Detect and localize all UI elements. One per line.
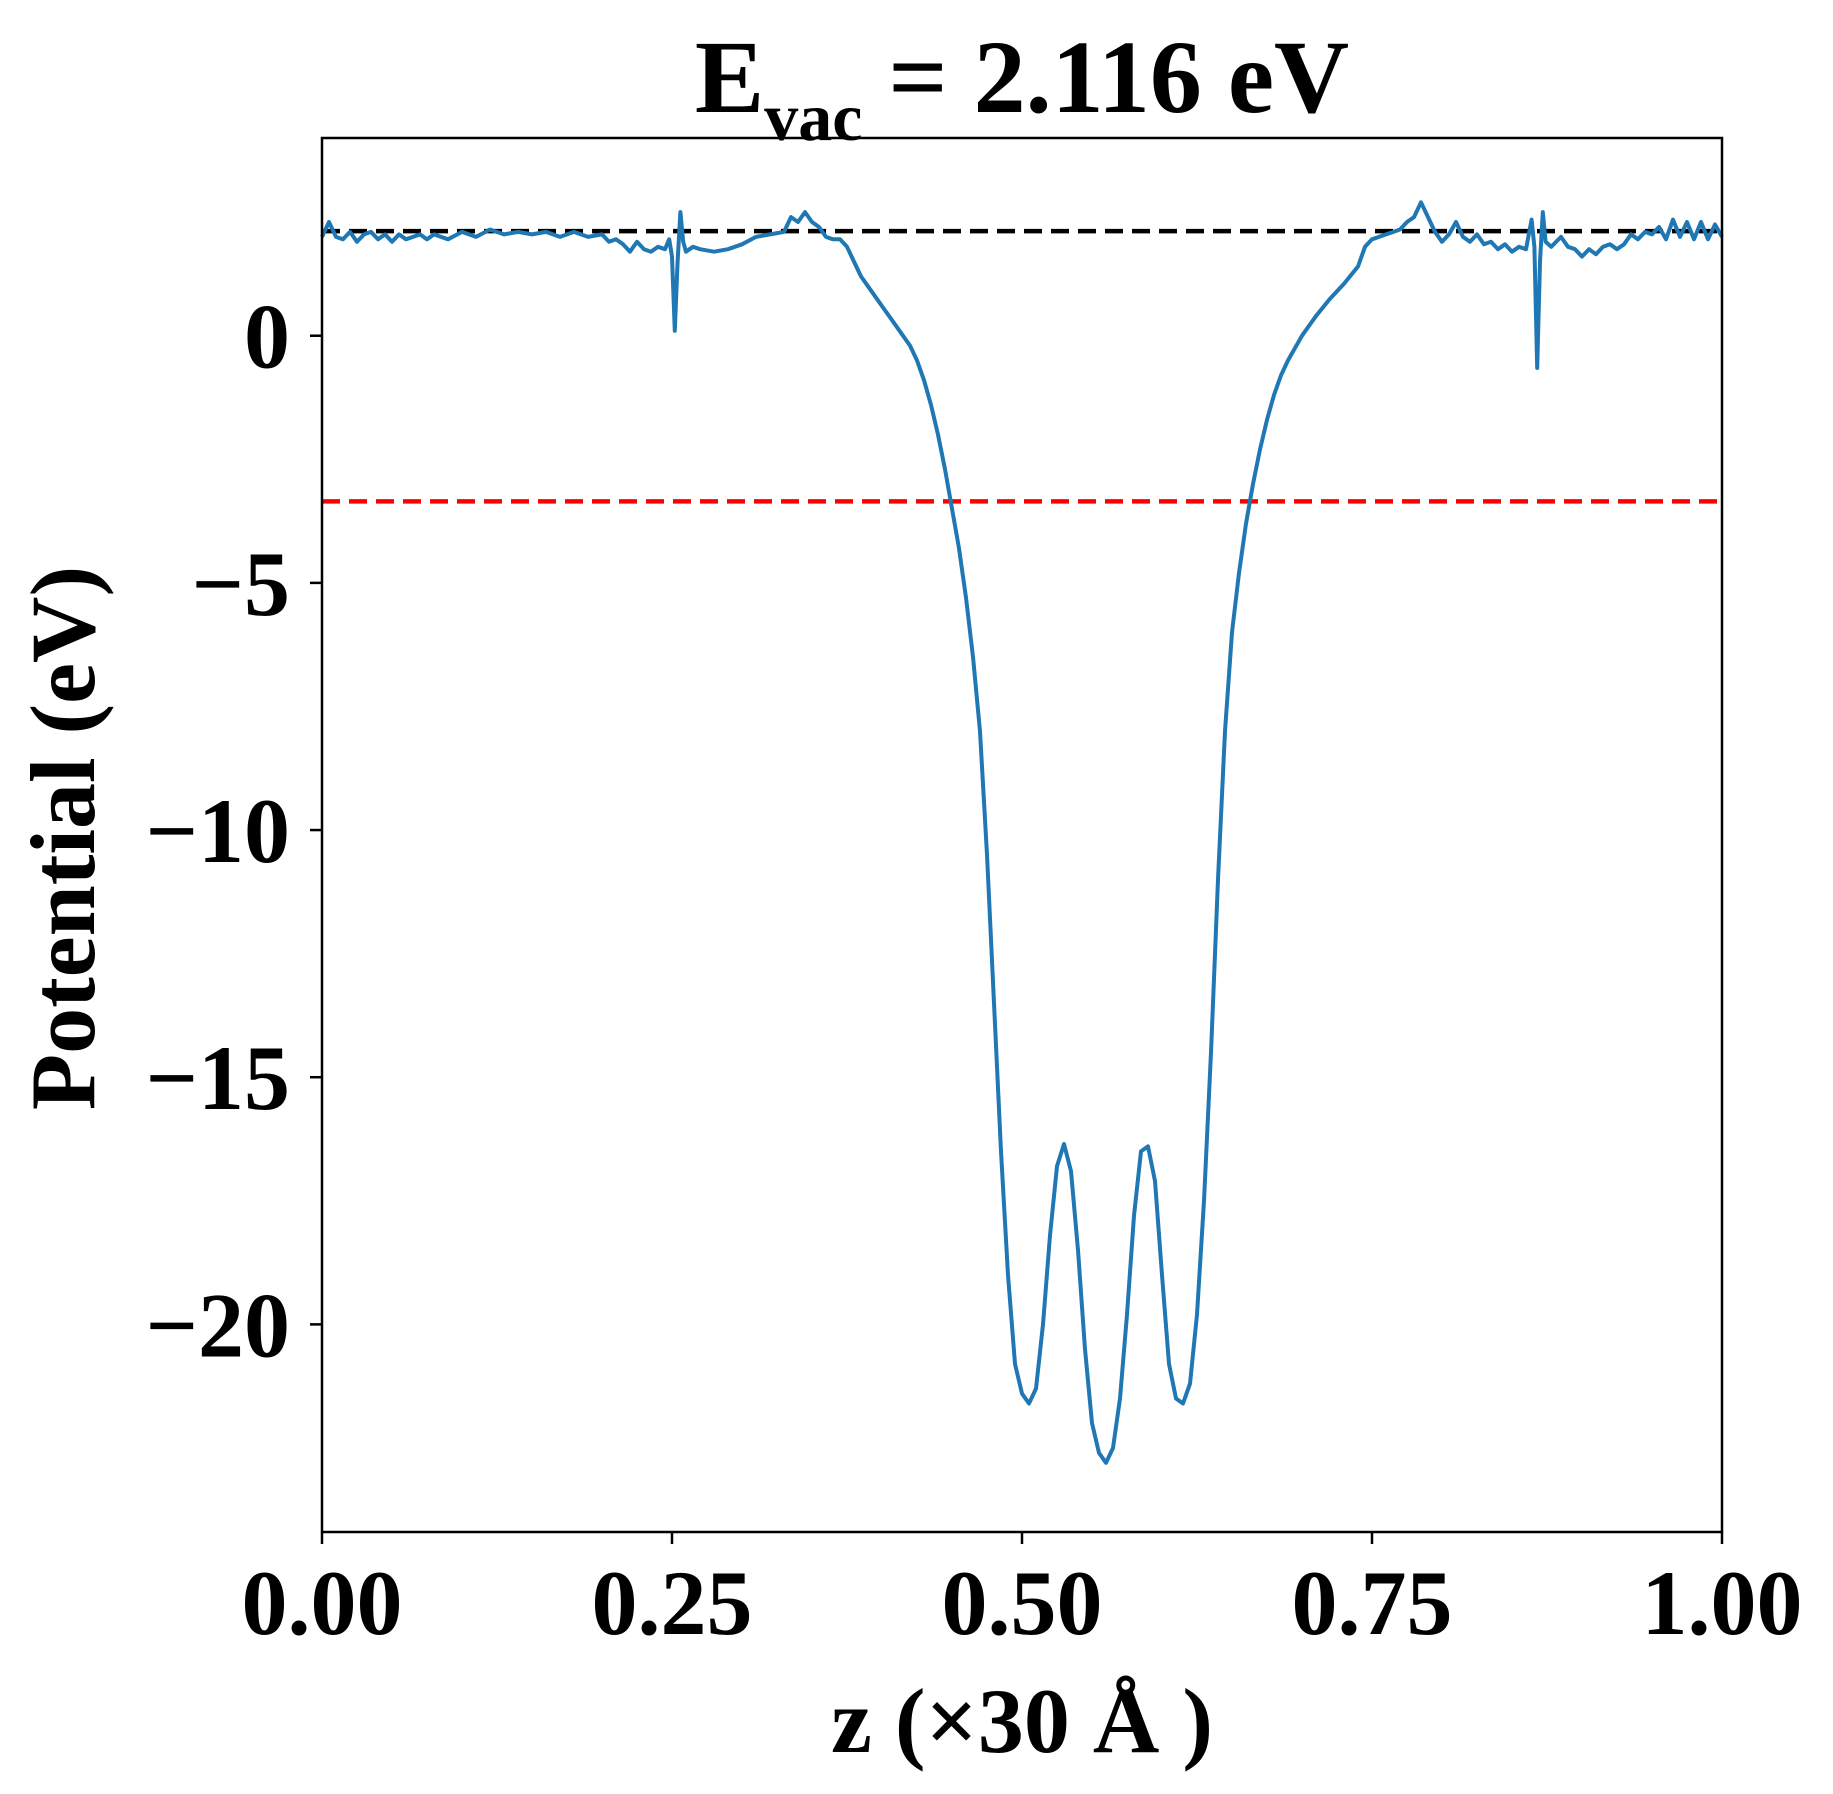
y-tick-label: 0 (244, 286, 290, 388)
chart-title-suffix: = 2.116 eV (862, 20, 1349, 135)
y-tick-label: −15 (146, 1027, 290, 1129)
x-tick-label: 0.50 (942, 1552, 1103, 1654)
x-tick-label: 1.00 (1642, 1552, 1803, 1654)
x-axis-label: z (×30 Å ) (831, 1670, 1213, 1772)
chart-title-prefix: E (695, 20, 764, 135)
chart-title: Evac = 2.116 eV (695, 20, 1349, 155)
y-axis-label: Potential (eV) (12, 566, 114, 1110)
series-layer (320, 200, 1724, 1465)
series-line-0 (320, 200, 1724, 1465)
y-axis: 0 −5 −10 −15 −20 (146, 286, 322, 1376)
x-axis: 0.00 0.25 0.50 0.75 1.00 (242, 1532, 1803, 1654)
chart-title-subscript: vac (764, 79, 862, 155)
reference-lines (322, 228, 1722, 504)
x-tick-label: 0.75 (1292, 1552, 1453, 1654)
x-tick-label: 0.25 (592, 1552, 753, 1654)
y-tick-label: −20 (146, 1274, 290, 1376)
y-tick-label: −5 (192, 533, 290, 635)
x-tick-label: 0.00 (242, 1552, 403, 1654)
y-tick-label: −10 (146, 780, 290, 882)
